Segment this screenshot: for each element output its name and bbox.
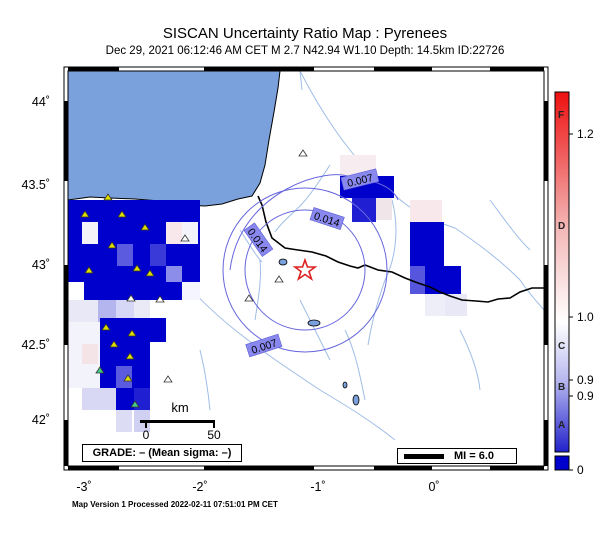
station-marker (84, 266, 94, 274)
mi-box: MI = 6.0 (397, 448, 517, 464)
event-info: Dec 29, 2021 06:12:46 AM CET M 2.7 N42.9… (105, 45, 505, 57)
sea-bay-of-biscay (68, 71, 281, 207)
star-icon (292, 257, 318, 282)
grade-letter: D (558, 221, 566, 232)
station-marker (107, 241, 117, 249)
station-marker (132, 264, 142, 272)
station-marker (101, 323, 111, 331)
map-title: SISCAN Uncertainty Ratio Map : Pyrenees (162, 25, 448, 42)
station-marker (103, 193, 113, 201)
km-scale-bar: km 0 50 (140, 400, 221, 442)
border-france-spain (257, 195, 544, 303)
ratio-grid-cells (68, 155, 467, 432)
grade-letter: B (558, 382, 566, 393)
station-marker (180, 234, 190, 242)
uncertainty-contours (222, 187, 388, 353)
station-marker (126, 294, 136, 302)
lakes (278, 258, 360, 406)
lat-tick: 44˚ (31, 95, 50, 109)
lon-tick: -3˚ (76, 480, 92, 494)
station-marker (130, 400, 140, 408)
mi-legend-bar (404, 454, 444, 459)
lat-tick: 43.5˚ (21, 178, 51, 192)
station-marker (109, 340, 119, 348)
station-marker (145, 269, 155, 277)
station-marker (123, 374, 133, 382)
lon-tick: -1˚ (310, 480, 326, 494)
lon-tick: -2˚ (192, 480, 208, 494)
station-marker (298, 149, 308, 157)
station-marker (163, 375, 173, 383)
contour-outer-north (229, 174, 399, 271)
colorbar-value: 0.9 (577, 389, 594, 403)
mi-label: MI = 6.0 (454, 450, 495, 462)
grade-letter: F (558, 110, 565, 121)
station-marker (127, 329, 137, 337)
map-frame (63, 66, 549, 471)
grade-box: GRADE: – (Mean sigma: –) (82, 444, 242, 462)
stations (80, 149, 308, 408)
station-marker (125, 352, 135, 360)
lat-tick: 42.5˚ (21, 338, 51, 352)
station-marker (95, 366, 105, 374)
colorbar (554, 91, 573, 471)
lat-tick: 43˚ (31, 258, 50, 272)
scale-label-start: 0 (143, 428, 150, 442)
station-marker (155, 295, 165, 303)
colorbar-value: 1.0 (577, 310, 594, 324)
lat-tick: 42˚ (31, 413, 50, 427)
scale-label-end: 50 (207, 428, 221, 442)
colorbar-value: 0.9 (577, 373, 594, 387)
station-marker (274, 275, 284, 283)
lon-tick: 0˚ (428, 480, 440, 494)
station-marker (117, 210, 127, 218)
colorbar-value: 1.2 (577, 127, 594, 141)
processing-footer: Map Version 1 Processed 2022-02-11 07:51… (72, 500, 278, 509)
station-marker (80, 210, 90, 218)
colorbar-value: 0 (577, 463, 584, 477)
grade-letter: A (558, 420, 566, 431)
station-marker (244, 294, 254, 302)
scale-unit: km (171, 400, 188, 415)
grade-letter: C (558, 341, 566, 352)
station-marker (140, 223, 150, 231)
